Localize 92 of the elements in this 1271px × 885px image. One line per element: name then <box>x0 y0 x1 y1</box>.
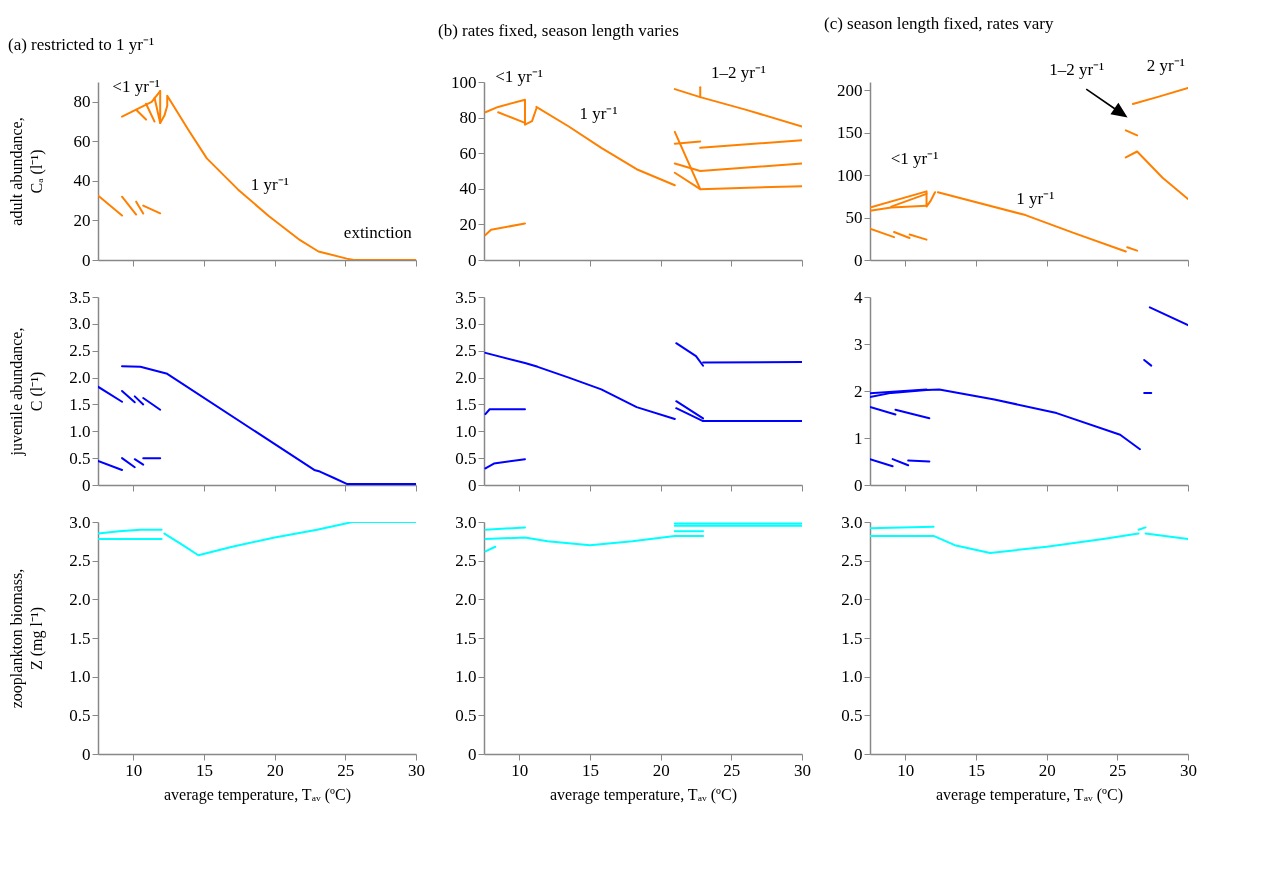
y-tick-label: 1.5 <box>69 628 91 648</box>
y-tick-label: 2.5 <box>69 341 91 361</box>
x-axis-title: average temperature, Tₐᵥ (ºC) <box>550 785 737 804</box>
y-tick-label: 200 <box>837 80 863 100</box>
y-tick-label: 0 <box>82 250 91 270</box>
x-tick-label: 25 <box>1109 760 1127 780</box>
x-tick-label: 30 <box>1180 760 1197 780</box>
text: 1–2 yr⁻¹ <box>1049 59 1105 79</box>
y-tick-label: 0.5 <box>455 448 477 468</box>
y-tick-label: 1.0 <box>69 421 91 441</box>
y-tick-label: 80 <box>73 92 91 112</box>
y-tick-label: 60 <box>73 131 91 151</box>
y-tick-label: 2.0 <box>69 368 91 388</box>
y-tick-label: 1.0 <box>841 667 863 687</box>
y-tick-label: 0 <box>82 744 91 764</box>
x-tick-label: 25 <box>723 760 741 780</box>
y-tick-label: 2.0 <box>455 368 477 388</box>
y-tick-label: 20 <box>459 214 477 234</box>
y-tick-label: 0.5 <box>455 705 477 725</box>
y-tick-label: 0.5 <box>69 705 91 725</box>
y-tick-label: 4 <box>854 287 863 307</box>
annotation: <1 yr⁻¹ <box>495 66 543 86</box>
y-tick-label: 2.5 <box>455 341 477 361</box>
y-tick-label: 0.5 <box>841 705 863 725</box>
y-tick-label: 3 <box>854 334 863 354</box>
y-tick-label: 1.5 <box>455 394 477 414</box>
y-tick-label: 3.0 <box>455 314 477 334</box>
y-tick-label: 0 <box>82 475 91 495</box>
x-tick-label: 20 <box>266 760 284 780</box>
y-tick-label: 2 <box>854 381 863 401</box>
y-tick-label: 0.5 <box>69 448 91 468</box>
y-tick-label: 2.5 <box>841 551 863 571</box>
y-tick-label: 3.5 <box>69 287 91 307</box>
y-tick-label: 3.5 <box>455 287 477 307</box>
y-tick-label: 2.5 <box>455 551 477 571</box>
y-tick-label: 0 <box>854 250 863 270</box>
annotation: extinction <box>343 223 413 243</box>
y-tick-label: 1.0 <box>69 667 91 687</box>
y-axis-title: juvenile abundance, C (l⁻¹) <box>7 327 46 457</box>
y-axis-title: zooplankton biomass, Z (mg l⁻¹) <box>7 568 46 709</box>
y-tick-label: 1.0 <box>455 667 477 687</box>
y-tick-label: 40 <box>73 171 91 191</box>
x-tick-label: 30 <box>408 760 425 780</box>
y-tick-label: 1.5 <box>69 394 91 414</box>
y-tick-label: 150 <box>837 123 863 143</box>
y-tick-label: 20 <box>73 210 91 230</box>
y-tick-label: 0 <box>854 475 863 495</box>
x-tick-label: 10 <box>897 760 915 780</box>
x-axis-title: average temperature, Tₐᵥ (ºC) <box>164 785 351 804</box>
annotation: <1 yr⁻¹ <box>112 77 160 97</box>
annotation: <1 yr⁻¹ <box>890 148 939 168</box>
y-tick-label: 80 <box>459 108 477 128</box>
y-tick-label: 2.0 <box>841 589 863 609</box>
annotation: 1 yr⁻¹ <box>579 104 618 124</box>
y-tick-label: 1.5 <box>455 628 477 648</box>
y-tick-label: 3.0 <box>69 512 91 532</box>
y-tick-label: 0 <box>468 475 477 495</box>
y-tick-label: 2.0 <box>455 589 477 609</box>
y-tick-label: 60 <box>459 143 477 163</box>
y-tick-label: 50 <box>845 208 863 228</box>
y-tick-label: 40 <box>459 179 477 199</box>
x-tick-label: 10 <box>511 760 529 780</box>
y-tick-label: 1 <box>854 428 863 448</box>
y-tick-label: 3.0 <box>841 512 863 532</box>
y-tick-label: 0 <box>854 744 863 764</box>
x-tick-label: 20 <box>1038 760 1056 780</box>
y-tick-label: 0 <box>468 250 477 270</box>
annotation: 1 yr⁻¹ <box>1016 189 1055 209</box>
chart-title: (b) rates fixed, season length varies <box>438 21 679 41</box>
y-tick-label: 2.5 <box>69 551 91 571</box>
chart-title: (c) season length fixed, rates vary <box>824 13 1054 33</box>
y-tick-label: 1.0 <box>455 421 477 441</box>
y-tick-label: 3.0 <box>455 512 477 532</box>
y-tick-label: 3.0 <box>69 314 91 334</box>
y-tick-label: 2.0 <box>69 589 91 609</box>
x-tick-label: 15 <box>968 760 985 780</box>
chart-title: (a) restricted to 1 yr⁻¹ <box>8 35 155 55</box>
x-axis-title: average temperature, Tₐᵥ (ºC) <box>936 785 1123 804</box>
y-axis-title: adult abundance, Cₐ (l⁻¹) <box>7 117 46 226</box>
x-tick-label: 15 <box>582 760 599 780</box>
text: 2 yr⁻¹ <box>1146 55 1185 75</box>
y-tick-label: 1.5 <box>841 628 863 648</box>
x-tick-label: 30 <box>794 760 811 780</box>
x-tick-label: 15 <box>196 760 213 780</box>
annotation: 1 yr⁻¹ <box>250 175 289 195</box>
y-tick-label: 100 <box>451 72 477 92</box>
text: 1–2 yr⁻¹ <box>710 63 766 83</box>
y-tick-label: 100 <box>837 165 863 185</box>
x-tick-label: 25 <box>337 760 355 780</box>
y-tick-label: 0 <box>468 744 477 764</box>
x-tick-label: 20 <box>652 760 670 780</box>
x-tick-label: 10 <box>125 760 143 780</box>
